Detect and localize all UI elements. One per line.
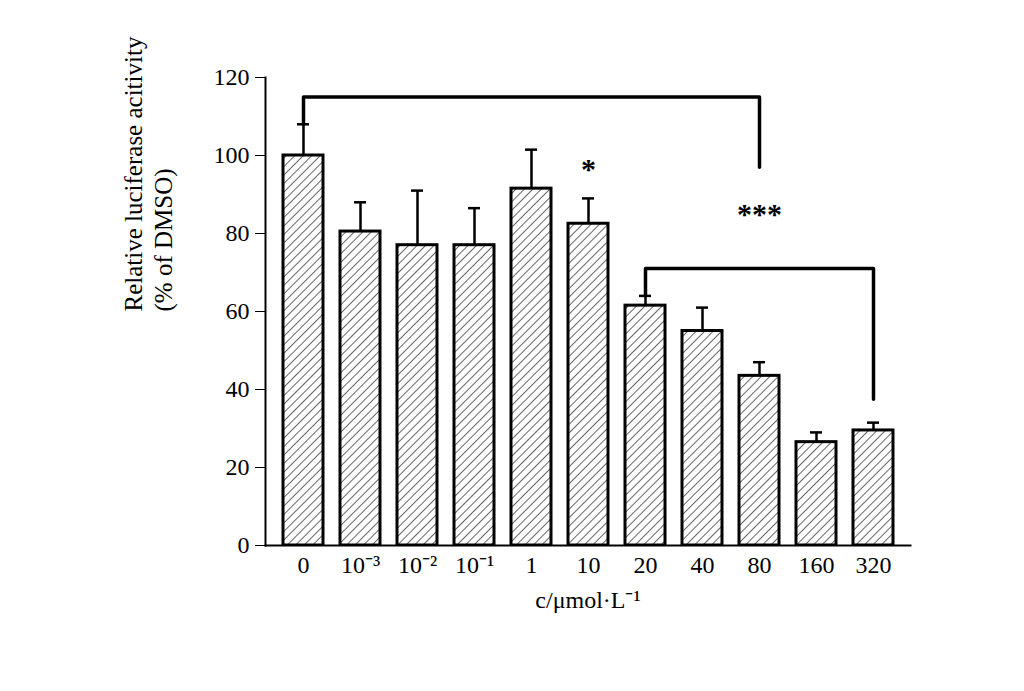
svg-text:20: 20 (634, 552, 658, 578)
svg-text:80: 80 (226, 220, 250, 246)
svg-text:80: 80 (748, 552, 772, 578)
svg-text:10: 10 (577, 552, 601, 578)
svg-text:10⁻³: 10⁻³ (341, 552, 380, 578)
svg-text:10⁻²: 10⁻² (398, 552, 437, 578)
svg-text:60: 60 (226, 298, 250, 324)
svg-text:120: 120 (214, 64, 250, 90)
svg-text:160: 160 (799, 552, 835, 578)
svg-text:40: 40 (691, 552, 715, 578)
svg-text:c/μmol·L⁻¹: c/μmol·L⁻¹ (535, 587, 640, 613)
svg-text:100: 100 (214, 142, 250, 168)
svg-text:***: *** (737, 197, 782, 230)
svg-text:320: 320 (856, 552, 892, 578)
svg-text:Relative luciferase acitivity(: Relative luciferase acitivity(% of DMSO) (120, 36, 178, 311)
svg-text:0: 0 (298, 552, 310, 578)
svg-text:1: 1 (526, 552, 538, 578)
svg-text:0: 0 (238, 532, 250, 558)
svg-text:10⁻¹: 10⁻¹ (455, 552, 494, 578)
svg-text:*: * (581, 152, 596, 185)
svg-text:40: 40 (226, 376, 250, 402)
svg-text:20: 20 (226, 454, 250, 480)
